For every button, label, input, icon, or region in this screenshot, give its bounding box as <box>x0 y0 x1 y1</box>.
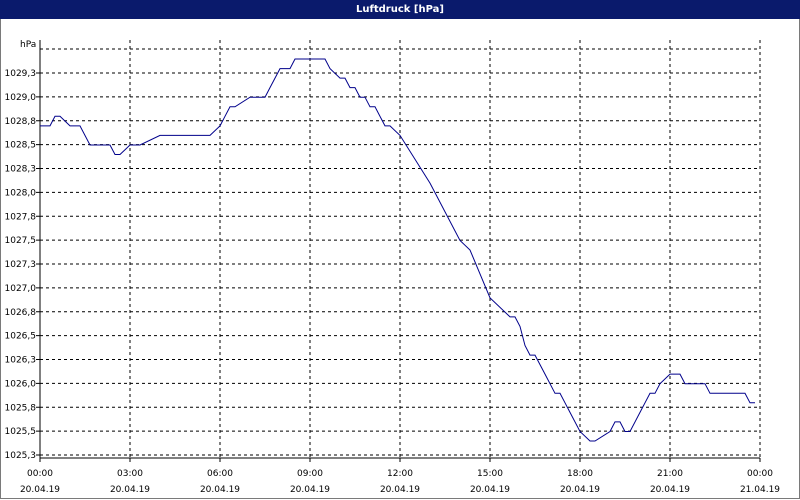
x-tick-time: 21:00 <box>657 469 683 479</box>
y-tick-label: 1026,0 <box>5 379 37 389</box>
x-tick-date: 20.04.19 <box>20 485 60 495</box>
x-tick-date: 21.04.19 <box>740 485 780 495</box>
x-tick-date: 20.04.19 <box>650 485 690 495</box>
y-tick-label: 1027,0 <box>5 284 37 294</box>
y-tick-label: 1025,3 <box>5 451 37 461</box>
x-tick-time: 15:00 <box>477 469 503 479</box>
x-tick-date: 20.04.19 <box>290 485 330 495</box>
y-tick-label: 1028,5 <box>5 141 37 151</box>
y-tick-label: 1027,5 <box>5 236 37 246</box>
x-tick-time: 06:00 <box>207 469 233 479</box>
y-tick-label: 1028,3 <box>5 165 37 175</box>
x-tick-date: 20.04.19 <box>560 485 600 495</box>
x-tick-time: 03:00 <box>117 469 143 479</box>
x-tick-date: 20.04.19 <box>470 485 510 495</box>
y-tick-label: 1029,3 <box>5 69 37 79</box>
y-tick-label: 1026,8 <box>5 308 37 318</box>
y-tick-label: 1028,8 <box>5 117 37 127</box>
series-line <box>40 58 755 442</box>
x-tick-date: 20.04.19 <box>200 485 240 495</box>
x-tick-time: 00:00 <box>27 469 53 479</box>
x-tick-time: 00:00 <box>747 469 773 479</box>
chart-title: Luftdruck [hPa] <box>0 0 800 19</box>
x-tick-date: 20.04.19 <box>380 485 420 495</box>
x-tick-date: 20.04.19 <box>110 485 150 495</box>
y-tick-label: 1025,8 <box>5 403 37 413</box>
y-tick-label: 1028,0 <box>5 188 37 198</box>
x-tick-time: 12:00 <box>387 469 413 479</box>
y-tick-label: 1027,3 <box>5 260 37 270</box>
y-tick-label: 1025,5 <box>5 427 37 437</box>
ticks: 1025,3 1025,5 1025,8 1026,0 1026,3 1026,5 1026… <box>5 69 781 495</box>
y-tick-label: 1029,0 <box>5 93 37 103</box>
x-tick-time: 09:00 <box>297 469 323 479</box>
y-tick-label: 1027,8 <box>5 212 37 222</box>
grid <box>39 40 761 459</box>
y-tick-label: 1026,3 <box>5 356 37 366</box>
y-tick-label: 1026,5 <box>5 332 37 342</box>
y-axis-label: hPa <box>20 40 36 50</box>
x-tick-time: 18:00 <box>567 469 593 479</box>
